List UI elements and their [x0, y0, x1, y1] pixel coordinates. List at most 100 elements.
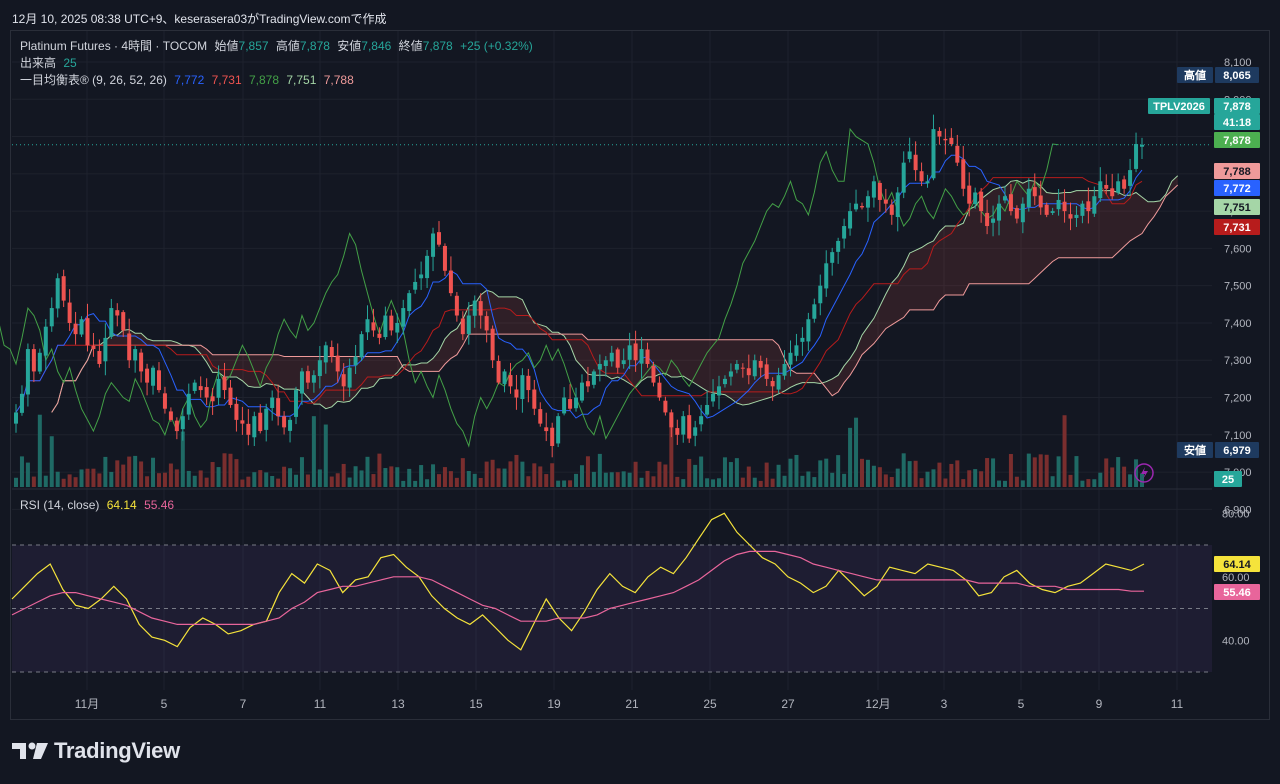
- candle-body: [836, 240, 841, 252]
- volume-bar: [168, 463, 173, 487]
- price-axis-label: 8,100: [1224, 57, 1252, 69]
- volume-bar: [991, 458, 996, 487]
- candle-body: [949, 137, 954, 145]
- candle-body: [1020, 203, 1025, 223]
- volume-bar: [109, 471, 114, 487]
- volume-bar: [252, 472, 257, 487]
- volume-bar: [824, 458, 829, 487]
- candle-body: [603, 360, 608, 366]
- time-axis-label: 5: [161, 697, 168, 711]
- volume-bar: [1062, 415, 1067, 487]
- candle-body: [532, 389, 537, 409]
- volume-bar: [508, 461, 513, 487]
- volume-bar: [651, 476, 656, 487]
- volume-bar: [514, 454, 519, 487]
- legend-close-label: 終値: [398, 39, 423, 53]
- volume-bar: [460, 458, 465, 487]
- candle-body: [544, 427, 549, 432]
- volume-bar: [353, 466, 358, 487]
- candle-body: [25, 349, 30, 395]
- grid-layer: [12, 31, 1212, 690]
- volume-bar: [538, 466, 543, 487]
- candle-body: [311, 375, 316, 383]
- volume-bar: [222, 453, 227, 487]
- volume-bar: [305, 474, 310, 487]
- volume-bar: [639, 477, 644, 487]
- candle-body: [1002, 196, 1007, 201]
- volume-bar: [466, 470, 471, 487]
- volume-bar: [407, 468, 412, 487]
- candle-body: [121, 312, 126, 331]
- legend-tenkan: 7,772: [174, 73, 205, 87]
- candle-body: [931, 129, 936, 179]
- volume-bar: [270, 476, 275, 487]
- volume-bar: [97, 473, 102, 487]
- legend-low: 7,846: [361, 39, 392, 53]
- candle-body: [1110, 188, 1115, 197]
- volume-bar: [764, 462, 769, 487]
- candle-body: [979, 191, 984, 212]
- candle-body: [19, 393, 24, 413]
- candle-body: [681, 416, 686, 435]
- candle-body: [371, 322, 376, 331]
- symbol-tag-badge-bg: [1148, 98, 1210, 114]
- volume-bar: [937, 462, 942, 487]
- legend-volume: 25: [63, 56, 77, 70]
- volume-bar: [788, 458, 793, 487]
- candle-body: [91, 345, 96, 350]
- volume-bar: [669, 417, 674, 487]
- volume-bar: [597, 453, 602, 487]
- candle-body: [1080, 203, 1085, 216]
- candle-body: [436, 232, 441, 245]
- tenkan-badge-bg: [1214, 180, 1260, 196]
- volume-bar: [722, 457, 727, 487]
- candle-body: [151, 367, 156, 386]
- rsi-legend-ma: 55.46: [144, 498, 175, 512]
- candle-body: [49, 308, 54, 327]
- volume-bar: [61, 478, 66, 487]
- price-axis-label: 7,100: [1224, 430, 1252, 442]
- volume-bar: [490, 459, 495, 487]
- candle-body: [472, 300, 477, 316]
- volume-bar: [812, 477, 817, 487]
- volume-bar: [1032, 457, 1037, 487]
- volume-bar: [579, 465, 584, 487]
- candle-body: [818, 285, 823, 304]
- candle-body: [103, 337, 108, 362]
- candle-body: [627, 345, 632, 360]
- candle-body: [824, 263, 829, 289]
- candle-body: [442, 245, 447, 271]
- candle-body: [43, 326, 48, 356]
- legend-high: 7,878: [299, 39, 330, 53]
- legend-row-volume: 出来高 25: [20, 55, 537, 72]
- volume-bar: [91, 468, 96, 487]
- volume-bar: [883, 474, 888, 487]
- volume-bar: [264, 472, 269, 487]
- volume-bar: [877, 467, 882, 487]
- candle-body: [270, 397, 275, 408]
- candle-body: [615, 349, 620, 368]
- volume-bar: [341, 463, 346, 487]
- candle-body: [597, 363, 602, 370]
- candle-body: [204, 387, 209, 398]
- legend-ichimoku-label: 一目均衡表® (9, 26, 52, 26): [20, 73, 167, 87]
- time-axis-label: 3: [941, 697, 948, 711]
- main-legend: Platinum Futures · 4時間 · TOCOM 始値7,857 高…: [20, 38, 537, 89]
- candle-body: [85, 318, 90, 346]
- volume-bar: [562, 480, 567, 487]
- countdown-badge-bg: [1214, 114, 1260, 130]
- volume-bar: [603, 472, 608, 487]
- volume-bar: [1134, 459, 1139, 487]
- low-badge: 6,979: [1223, 445, 1251, 457]
- candle-body: [907, 151, 912, 160]
- volume-bar: [746, 466, 751, 487]
- candle-body: [657, 382, 662, 398]
- candle-body: [305, 371, 310, 383]
- rsi-legend-value: 64.14: [106, 498, 137, 512]
- candle-body: [740, 367, 745, 369]
- volume-bar: [1104, 458, 1109, 487]
- volume-bar: [1068, 474, 1073, 487]
- candle-body: [1026, 188, 1031, 208]
- volume-bar: [544, 474, 549, 487]
